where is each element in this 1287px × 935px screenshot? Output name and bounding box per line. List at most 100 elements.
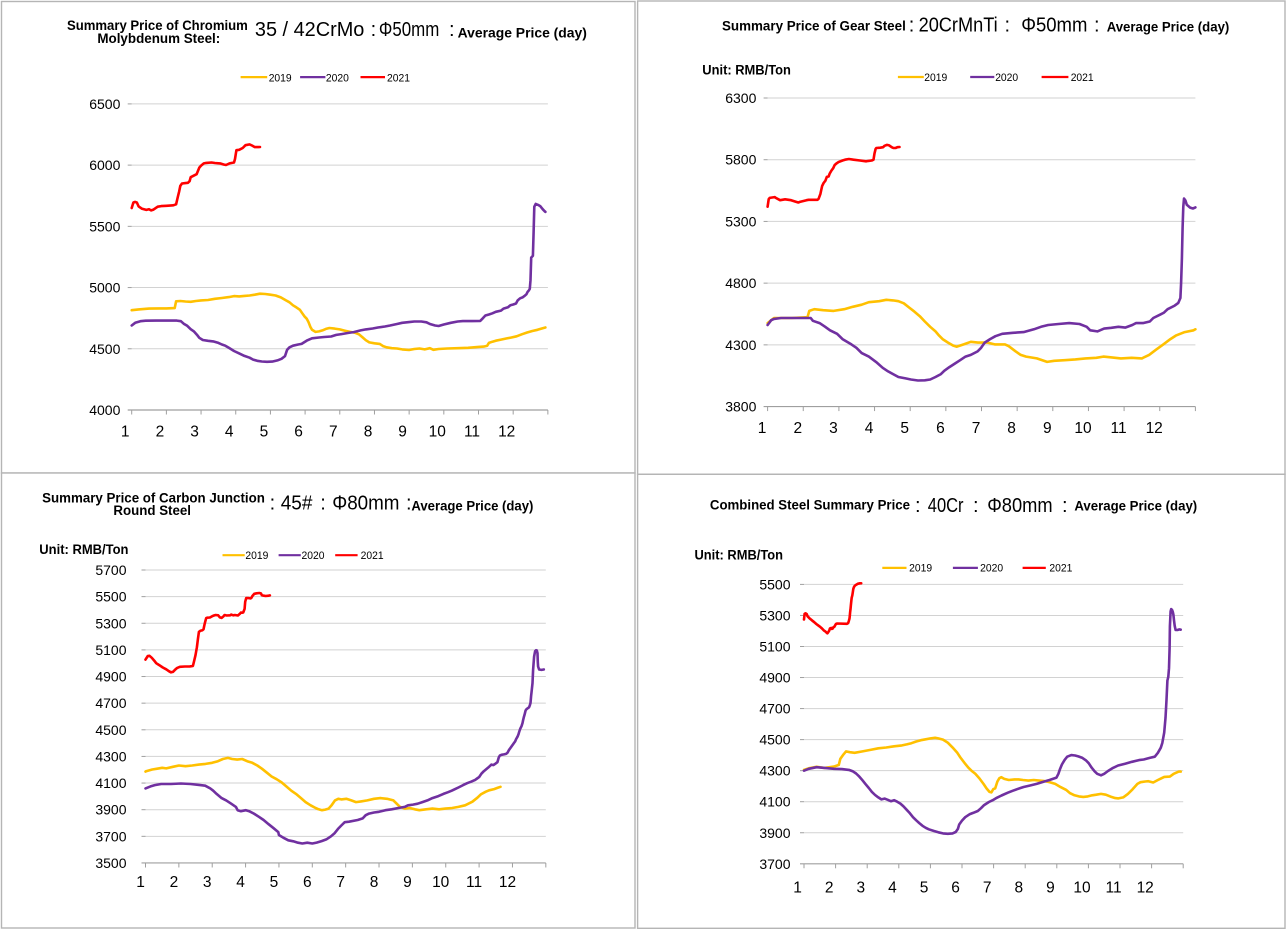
svg-text::: : <box>973 495 979 517</box>
svg-text::: : <box>1094 15 1100 37</box>
svg-text:3800: 3800 <box>725 399 756 415</box>
svg-text::: : <box>915 495 921 517</box>
svg-text:2020: 2020 <box>302 550 325 562</box>
svg-text:6: 6 <box>936 420 945 437</box>
svg-text:3: 3 <box>856 880 865 897</box>
svg-text:5: 5 <box>900 420 909 437</box>
svg-text:7: 7 <box>329 424 338 441</box>
svg-text:Molybdenum Steel:: Molybdenum Steel: <box>97 31 220 46</box>
svg-text:5: 5 <box>920 880 929 897</box>
svg-text:10: 10 <box>1074 420 1092 437</box>
svg-text:8: 8 <box>364 424 373 441</box>
svg-text:8: 8 <box>370 874 379 891</box>
svg-text:11: 11 <box>464 424 480 441</box>
svg-text:10: 10 <box>432 874 450 891</box>
svg-text:2: 2 <box>156 424 165 441</box>
svg-text:4500: 4500 <box>95 722 126 738</box>
svg-text:2021: 2021 <box>361 550 384 562</box>
svg-text:4300: 4300 <box>759 763 790 779</box>
svg-text:Average Price (day): Average Price (day) <box>1107 20 1230 35</box>
svg-text:12: 12 <box>498 424 515 441</box>
svg-text:5: 5 <box>260 424 269 441</box>
svg-text:1: 1 <box>793 880 802 897</box>
svg-text:3500: 3500 <box>95 855 126 871</box>
svg-text:5700: 5700 <box>95 562 126 578</box>
svg-text:5100: 5100 <box>95 642 126 658</box>
svg-text:4900: 4900 <box>759 670 790 686</box>
svg-text:2019: 2019 <box>909 563 932 575</box>
svg-text:6500: 6500 <box>89 96 120 112</box>
svg-text:Φ50mm: Φ50mm <box>1021 15 1087 37</box>
svg-text:4: 4 <box>865 420 874 437</box>
svg-text:Summary Price of Gear Steel: Summary Price of Gear Steel <box>722 19 906 34</box>
svg-text::: : <box>1062 495 1068 517</box>
svg-text:3700: 3700 <box>95 828 126 844</box>
svg-text:Φ80mm: Φ80mm <box>332 493 399 515</box>
svg-text:2: 2 <box>825 880 834 897</box>
svg-text:5300: 5300 <box>95 615 126 631</box>
svg-text:11: 11 <box>1106 880 1122 897</box>
svg-text:5500: 5500 <box>95 589 126 605</box>
svg-text:4100: 4100 <box>759 794 790 810</box>
svg-text:40Cr: 40Cr <box>928 495 964 517</box>
svg-text:6300: 6300 <box>725 90 756 106</box>
svg-text:4: 4 <box>236 874 245 891</box>
svg-text:4000: 4000 <box>89 402 120 418</box>
svg-text:6: 6 <box>303 874 312 891</box>
svg-text:Average Price (day): Average Price (day) <box>411 499 533 514</box>
svg-text:4: 4 <box>225 424 234 441</box>
svg-text:3: 3 <box>203 874 212 891</box>
svg-text:20CrMnTi: 20CrMnTi <box>919 15 998 37</box>
svg-text:4100: 4100 <box>95 775 126 791</box>
svg-text:2020: 2020 <box>995 72 1018 84</box>
svg-text:3: 3 <box>829 420 838 437</box>
svg-text:45#: 45# <box>281 493 314 515</box>
svg-text:Summary Price of Chromium: Summary Price of Chromium <box>67 18 248 33</box>
svg-text::: : <box>909 15 915 37</box>
svg-text:4700: 4700 <box>759 701 790 717</box>
svg-text:4300: 4300 <box>725 337 756 353</box>
svg-text:6: 6 <box>294 424 303 441</box>
svg-text:3900: 3900 <box>95 802 126 818</box>
svg-text::: : <box>371 19 377 41</box>
svg-text:1: 1 <box>121 424 130 441</box>
svg-text:5000: 5000 <box>89 280 120 296</box>
svg-text:5100: 5100 <box>759 639 790 655</box>
svg-text:3: 3 <box>190 424 199 441</box>
svg-text:2019: 2019 <box>924 72 947 84</box>
svg-text:10: 10 <box>1073 880 1091 897</box>
svg-text:5800: 5800 <box>725 152 756 168</box>
svg-text:2020: 2020 <box>980 563 1003 575</box>
svg-text:4500: 4500 <box>89 341 120 357</box>
svg-text:9: 9 <box>1046 880 1055 897</box>
svg-text:12: 12 <box>1146 420 1163 437</box>
svg-text::: : <box>406 493 412 515</box>
svg-text:Summary Price of Carbon Juncti: Summary Price of Carbon Junction <box>42 491 265 506</box>
svg-text:Unit: RMB/Ton: Unit: RMB/Ton <box>695 548 784 563</box>
svg-text:2019: 2019 <box>269 72 292 84</box>
svg-text:Average Price (day): Average Price (day) <box>458 26 587 41</box>
svg-text:8: 8 <box>1007 420 1016 437</box>
svg-text:7: 7 <box>972 420 981 437</box>
svg-text:9: 9 <box>398 424 407 441</box>
svg-text:1: 1 <box>758 420 767 437</box>
svg-text:35 / 42CrMo: 35 / 42CrMo <box>255 19 365 41</box>
svg-text:2019: 2019 <box>245 550 268 562</box>
svg-text::: : <box>320 493 326 515</box>
svg-text:5: 5 <box>270 874 279 891</box>
svg-text:4800: 4800 <box>725 275 756 291</box>
svg-text:2021: 2021 <box>387 72 410 84</box>
svg-text:4: 4 <box>888 880 897 897</box>
svg-text:2021: 2021 <box>1071 72 1094 84</box>
svg-text:Unit: RMB/Ton: Unit: RMB/Ton <box>702 62 791 77</box>
svg-text:5500: 5500 <box>89 218 120 234</box>
svg-text:5500: 5500 <box>759 576 790 592</box>
svg-text:Φ50mm: Φ50mm <box>379 19 439 41</box>
svg-text:8: 8 <box>1014 880 1023 897</box>
svg-text:1: 1 <box>136 874 145 891</box>
svg-text:6: 6 <box>951 880 960 897</box>
svg-text:11: 11 <box>1111 420 1127 437</box>
svg-text:2021: 2021 <box>1049 563 1072 575</box>
svg-text:2: 2 <box>793 420 802 437</box>
svg-text:11: 11 <box>466 874 482 891</box>
